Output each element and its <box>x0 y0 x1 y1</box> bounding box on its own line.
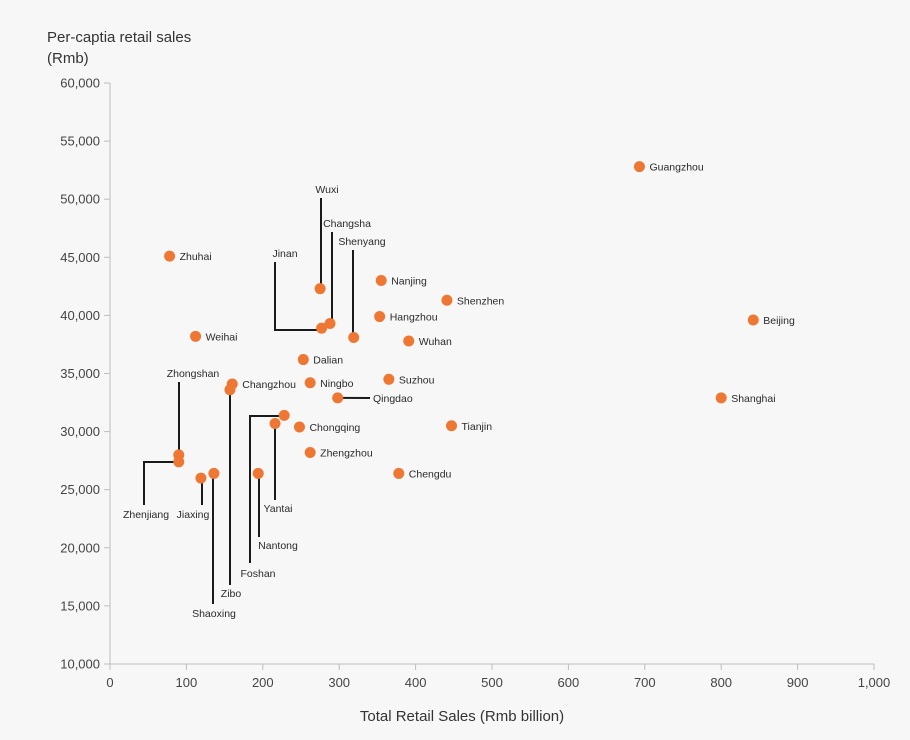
x-tick-label: 400 <box>405 675 427 690</box>
data-point-chengdu <box>393 467 405 479</box>
data-point-jiaxing <box>195 472 207 484</box>
y-tick-label: 20,000 <box>60 540 100 555</box>
point-label-suzhou: Suzhou <box>399 374 435 386</box>
point-label-ningbo: Ningbo <box>320 378 353 390</box>
point-label-changzhou: Changzhou <box>242 379 296 391</box>
data-point-dalian <box>297 354 309 366</box>
data-point-zhenjiang <box>173 456 185 468</box>
x-tick-label: 100 <box>176 675 198 690</box>
point-label-hangzhou: Hangzhou <box>390 312 438 324</box>
data-point-qingdao <box>332 392 344 404</box>
x-tick-label: 0 <box>106 675 113 690</box>
point-label-zhenjiang: Zhenjiang <box>123 509 169 521</box>
x-tick-label: 1,000 <box>858 675 891 690</box>
point-label-changsha: Changsha <box>323 218 371 230</box>
point-label-beijing: Beijing <box>763 315 795 327</box>
data-point-shaoxing <box>208 467 220 479</box>
point-label-weihai: Weihai <box>206 331 238 343</box>
point-label-jiaxing: Jiaxing <box>177 509 210 521</box>
point-label-zhuhai: Zhuhai <box>180 251 212 263</box>
data-point-zhuhai <box>164 250 176 262</box>
leader-line-zhenjiang <box>143 461 179 505</box>
data-point-hangzhou <box>374 311 386 323</box>
data-point-jinan <box>316 322 328 334</box>
y-tick-label: 60,000 <box>60 76 100 91</box>
y-tick-label: 40,000 <box>60 308 100 323</box>
point-label-chongqing: Chongqing <box>309 422 360 434</box>
point-label-wuxi: Wuxi <box>315 184 338 196</box>
point-label-dalian: Dalian <box>313 355 343 367</box>
point-label-nantong: Nantong <box>258 540 298 552</box>
point-label-guangzhou: Guangzhou <box>649 162 703 174</box>
point-label-zhongshan: Zhongshan <box>167 368 220 380</box>
data-point-weihai <box>190 330 202 342</box>
point-label-jinan: Jinan <box>272 248 297 260</box>
y-tick-label: 45,000 <box>60 250 100 265</box>
y-axis-title-line1: Per-captia retail sales <box>47 29 191 46</box>
point-label-wuhan: Wuhan <box>419 336 452 348</box>
x-tick-label: 700 <box>634 675 656 690</box>
x-tick-label: 200 <box>252 675 274 690</box>
data-point-wuxi <box>314 283 326 295</box>
y-tick-label: 35,000 <box>60 366 100 381</box>
data-point-shanghai <box>715 392 727 404</box>
x-tick-label: 600 <box>558 675 580 690</box>
point-label-shenyang: Shenyang <box>338 236 385 248</box>
data-point-shenzhen <box>441 294 453 306</box>
data-point-zhengzhou <box>304 447 316 459</box>
y-tick-label: 10,000 <box>60 657 100 672</box>
leader-line-jinan <box>274 262 322 331</box>
y-tick-label: 30,000 <box>60 424 100 439</box>
point-label-chengdu: Chengdu <box>409 468 452 480</box>
data-point-guangzhou <box>633 161 645 173</box>
data-point-changsha <box>324 318 336 330</box>
data-point-chongqing <box>293 421 305 433</box>
point-label-foshan: Foshan <box>240 568 275 580</box>
point-label-shaoxing: Shaoxing <box>192 608 236 620</box>
y-axis-title-line2: (Rmb) <box>47 50 89 67</box>
data-point-shenyang <box>348 331 360 343</box>
point-label-yantai: Yantai <box>264 503 293 515</box>
data-point-nantong <box>252 467 264 479</box>
data-point-beijing <box>747 314 759 326</box>
leader-line-foshan <box>249 415 285 563</box>
point-label-zhengzhou: Zhengzhou <box>320 448 373 460</box>
x-tick-label: 800 <box>710 675 732 690</box>
x-tick-label: 300 <box>328 675 350 690</box>
y-tick-label: 15,000 <box>60 598 100 613</box>
x-tick-label: 500 <box>481 675 503 690</box>
data-point-foshan <box>278 409 290 421</box>
point-label-shenzhen: Shenzhen <box>457 295 504 307</box>
y-tick-label: 50,000 <box>60 192 100 207</box>
x-tick-label: 900 <box>787 675 809 690</box>
data-point-nanjing <box>375 275 387 287</box>
x-axis-title: Total Retail Sales (Rmb billion) <box>360 708 564 725</box>
data-point-wuhan <box>403 335 415 347</box>
point-label-qingdao: Qingdao <box>373 393 413 405</box>
y-tick-label: 25,000 <box>60 482 100 497</box>
point-label-tianjin: Tianjin <box>462 421 493 433</box>
data-point-tianjin <box>446 420 458 432</box>
data-point-suzhou <box>383 373 395 385</box>
point-label-zibo: Zibo <box>221 588 242 600</box>
data-point-zibo <box>224 384 236 396</box>
point-label-shanghai: Shanghai <box>731 393 775 405</box>
point-label-nanjing: Nanjing <box>391 276 427 288</box>
y-tick-label: 55,000 <box>60 134 100 149</box>
data-point-yantai <box>269 417 281 429</box>
data-point-ningbo <box>304 377 316 389</box>
